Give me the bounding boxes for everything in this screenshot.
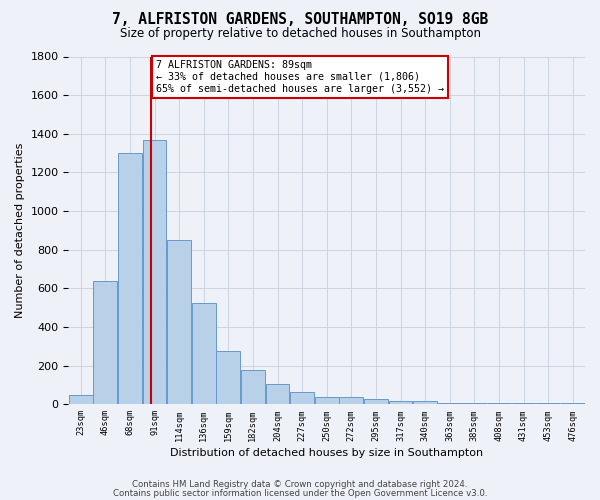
Text: Contains HM Land Registry data © Crown copyright and database right 2024.: Contains HM Land Registry data © Crown c…	[132, 480, 468, 489]
X-axis label: Distribution of detached houses by size in Southampton: Distribution of detached houses by size …	[170, 448, 483, 458]
Bar	[143, 140, 166, 404]
Bar	[192, 303, 215, 404]
Bar	[290, 392, 314, 404]
Bar	[536, 403, 560, 404]
Y-axis label: Number of detached properties: Number of detached properties	[15, 142, 25, 318]
Bar	[340, 398, 363, 404]
Text: 7 ALFRISTON GARDENS: 89sqm
← 33% of detached houses are smaller (1,806)
65% of s: 7 ALFRISTON GARDENS: 89sqm ← 33% of deta…	[155, 60, 443, 94]
Bar	[389, 402, 412, 404]
Bar	[512, 403, 535, 404]
Text: 7, ALFRISTON GARDENS, SOUTHAMPTON, SO19 8GB: 7, ALFRISTON GARDENS, SOUTHAMPTON, SO19 …	[112, 12, 488, 28]
Bar	[94, 280, 117, 404]
Bar	[118, 153, 142, 404]
Bar	[315, 397, 338, 404]
Bar	[463, 403, 486, 404]
Bar	[217, 351, 240, 404]
Bar	[413, 402, 437, 404]
Text: Contains public sector information licensed under the Open Government Licence v3: Contains public sector information licen…	[113, 488, 487, 498]
Text: Size of property relative to detached houses in Southampton: Size of property relative to detached ho…	[119, 28, 481, 40]
Bar	[266, 384, 289, 404]
Bar	[69, 394, 92, 404]
Bar	[561, 403, 584, 404]
Bar	[167, 240, 191, 404]
Bar	[487, 403, 511, 404]
Bar	[438, 403, 461, 404]
Bar	[241, 370, 265, 404]
Bar	[364, 399, 388, 404]
